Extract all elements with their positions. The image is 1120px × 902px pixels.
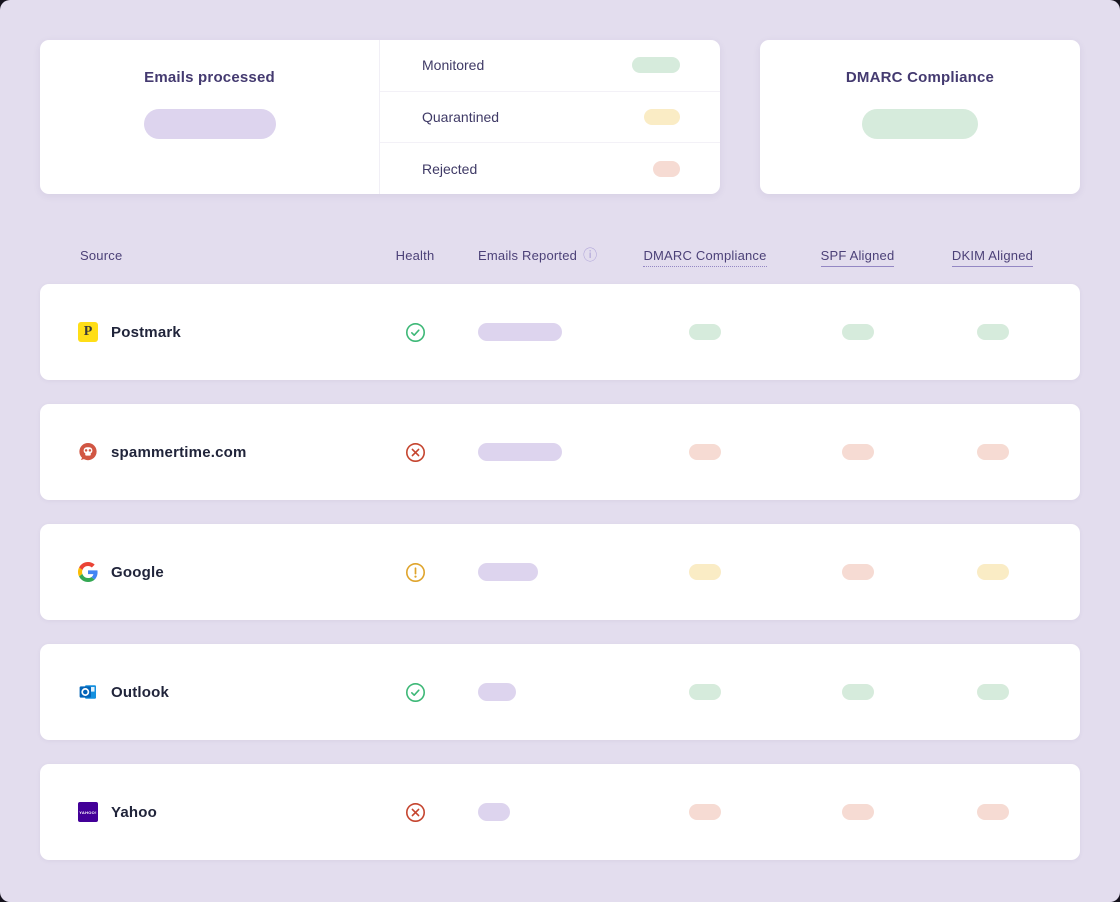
dmarc-compliance-cell bbox=[620, 324, 790, 340]
dkim-aligned-cell bbox=[925, 564, 1060, 580]
dmarc-status-pill bbox=[689, 444, 721, 460]
monitored-label: Monitored bbox=[422, 57, 485, 74]
source-cell: Google bbox=[40, 562, 370, 582]
summary-section: Emails processed Monitored Quarantined R… bbox=[40, 40, 1080, 194]
health-status-icon bbox=[370, 562, 460, 583]
breakdown-row-rejected: Rejected bbox=[380, 143, 720, 194]
column-header-health: Health bbox=[395, 247, 435, 263]
dmarc-status-pill bbox=[689, 684, 721, 700]
dmarc-status-pill bbox=[689, 564, 721, 580]
spf-status-pill bbox=[841, 684, 874, 700]
breakdown-list: Monitored Quarantined Rejected bbox=[380, 40, 720, 194]
emails-reported-pill bbox=[478, 562, 538, 581]
dmarc-compliance-cell bbox=[620, 804, 790, 820]
source-cell: Outlook bbox=[40, 682, 370, 702]
emails-processed-panel: Emails processed bbox=[40, 40, 380, 194]
emails-processed-value-pill bbox=[143, 109, 276, 139]
emails-reported-pill bbox=[478, 322, 562, 341]
dmarc-compliance-cell bbox=[620, 564, 790, 580]
emails-reported-pill bbox=[478, 682, 516, 701]
dkim-status-pill bbox=[976, 564, 1009, 580]
table-row[interactable]: Google bbox=[40, 524, 1080, 620]
dkim-aligned-cell bbox=[925, 804, 1060, 820]
emails-reported-cell bbox=[460, 442, 620, 461]
emails-reported-pill bbox=[478, 802, 510, 821]
dmarc-compliance-value-pill bbox=[862, 109, 978, 139]
yahoo-icon: YAHOO! bbox=[78, 802, 98, 822]
dmarc-compliance-card: DMARC Compliance bbox=[760, 40, 1080, 194]
source-cell: YAHOO! Yahoo bbox=[40, 802, 370, 822]
table-row[interactable]: Outlook bbox=[40, 644, 1080, 740]
table-row[interactable]: P Postmark bbox=[40, 284, 1080, 380]
source-cell: spammertime.com bbox=[40, 442, 370, 462]
google-g-icon bbox=[78, 562, 98, 582]
health-status-icon bbox=[370, 802, 460, 823]
monitored-value-pill bbox=[632, 57, 680, 74]
emails-processed-card: Emails processed Monitored Quarantined R… bbox=[40, 40, 720, 194]
emails-reported-cell bbox=[460, 802, 620, 821]
breakdown-row-quarantined: Quarantined bbox=[380, 92, 720, 144]
outlook-icon bbox=[78, 682, 98, 702]
source-name: Google bbox=[111, 563, 164, 581]
dmarc-compliance-cell bbox=[620, 444, 790, 460]
spf-status-pill bbox=[841, 324, 874, 340]
dmarc-compliance-title: DMARC Compliance bbox=[845, 69, 995, 86]
spf-aligned-cell bbox=[790, 444, 925, 460]
spf-status-pill bbox=[841, 804, 874, 820]
column-header-spf-aligned[interactable]: SPF Aligned bbox=[790, 247, 925, 267]
dmarc-status-pill bbox=[689, 804, 721, 820]
table-header: Source Health Emails Reported ⓘ DMARC Co… bbox=[40, 244, 1080, 267]
info-icon[interactable]: ⓘ bbox=[583, 247, 598, 263]
health-status-icon bbox=[370, 322, 460, 343]
spf-aligned-cell bbox=[790, 564, 925, 580]
spf-status-pill bbox=[841, 564, 874, 580]
dmarc-compliance-cell bbox=[620, 684, 790, 700]
column-header-dkim-aligned[interactable]: DKIM Aligned bbox=[925, 247, 1060, 267]
quarantined-label: Quarantined bbox=[422, 109, 500, 125]
source-name: Outlook bbox=[111, 683, 170, 701]
spf-status-pill bbox=[841, 444, 874, 460]
emails-reported-label: Emails Reported bbox=[478, 247, 578, 263]
source-name: spammertime.com bbox=[111, 443, 247, 461]
dkim-status-pill bbox=[976, 324, 1009, 340]
dkim-aligned-cell bbox=[925, 444, 1060, 460]
column-header-source: Source bbox=[80, 247, 123, 263]
emails-reported-pill bbox=[478, 442, 562, 461]
source-name: Postmark bbox=[111, 323, 181, 341]
source-cell: P Postmark bbox=[40, 322, 370, 342]
column-header-emails-reported: Emails Reported ⓘ bbox=[460, 248, 620, 263]
spf-aligned-cell bbox=[790, 684, 925, 700]
dkim-status-pill bbox=[976, 444, 1009, 460]
dmarc-status-pill bbox=[689, 324, 721, 340]
breakdown-row-monitored: Monitored bbox=[380, 40, 720, 92]
emails-reported-cell bbox=[460, 682, 620, 701]
table-row[interactable]: spammertime.com bbox=[40, 404, 1080, 500]
column-header-dmarc-compliance[interactable]: DMARC Compliance bbox=[620, 247, 790, 267]
postmark-icon: P bbox=[78, 322, 98, 342]
spammer-skull-icon bbox=[78, 442, 98, 462]
health-status-icon bbox=[370, 442, 460, 463]
dkim-aligned-cell bbox=[925, 324, 1060, 340]
spf-aligned-cell bbox=[790, 804, 925, 820]
rejected-value-pill bbox=[653, 160, 680, 177]
dkim-aligned-cell bbox=[925, 684, 1060, 700]
source-name: Yahoo bbox=[111, 803, 158, 821]
emails-processed-title: Emails processed bbox=[144, 69, 275, 86]
rejected-label: Rejected bbox=[422, 160, 478, 177]
dkim-status-pill bbox=[976, 804, 1009, 820]
health-status-icon bbox=[370, 682, 460, 703]
dkim-status-pill bbox=[976, 684, 1009, 700]
spf-aligned-cell bbox=[790, 324, 925, 340]
emails-reported-cell bbox=[460, 322, 620, 341]
quarantined-value-pill bbox=[644, 109, 680, 125]
emails-reported-cell bbox=[460, 562, 620, 581]
table-row[interactable]: YAHOO! Yahoo bbox=[40, 764, 1080, 860]
